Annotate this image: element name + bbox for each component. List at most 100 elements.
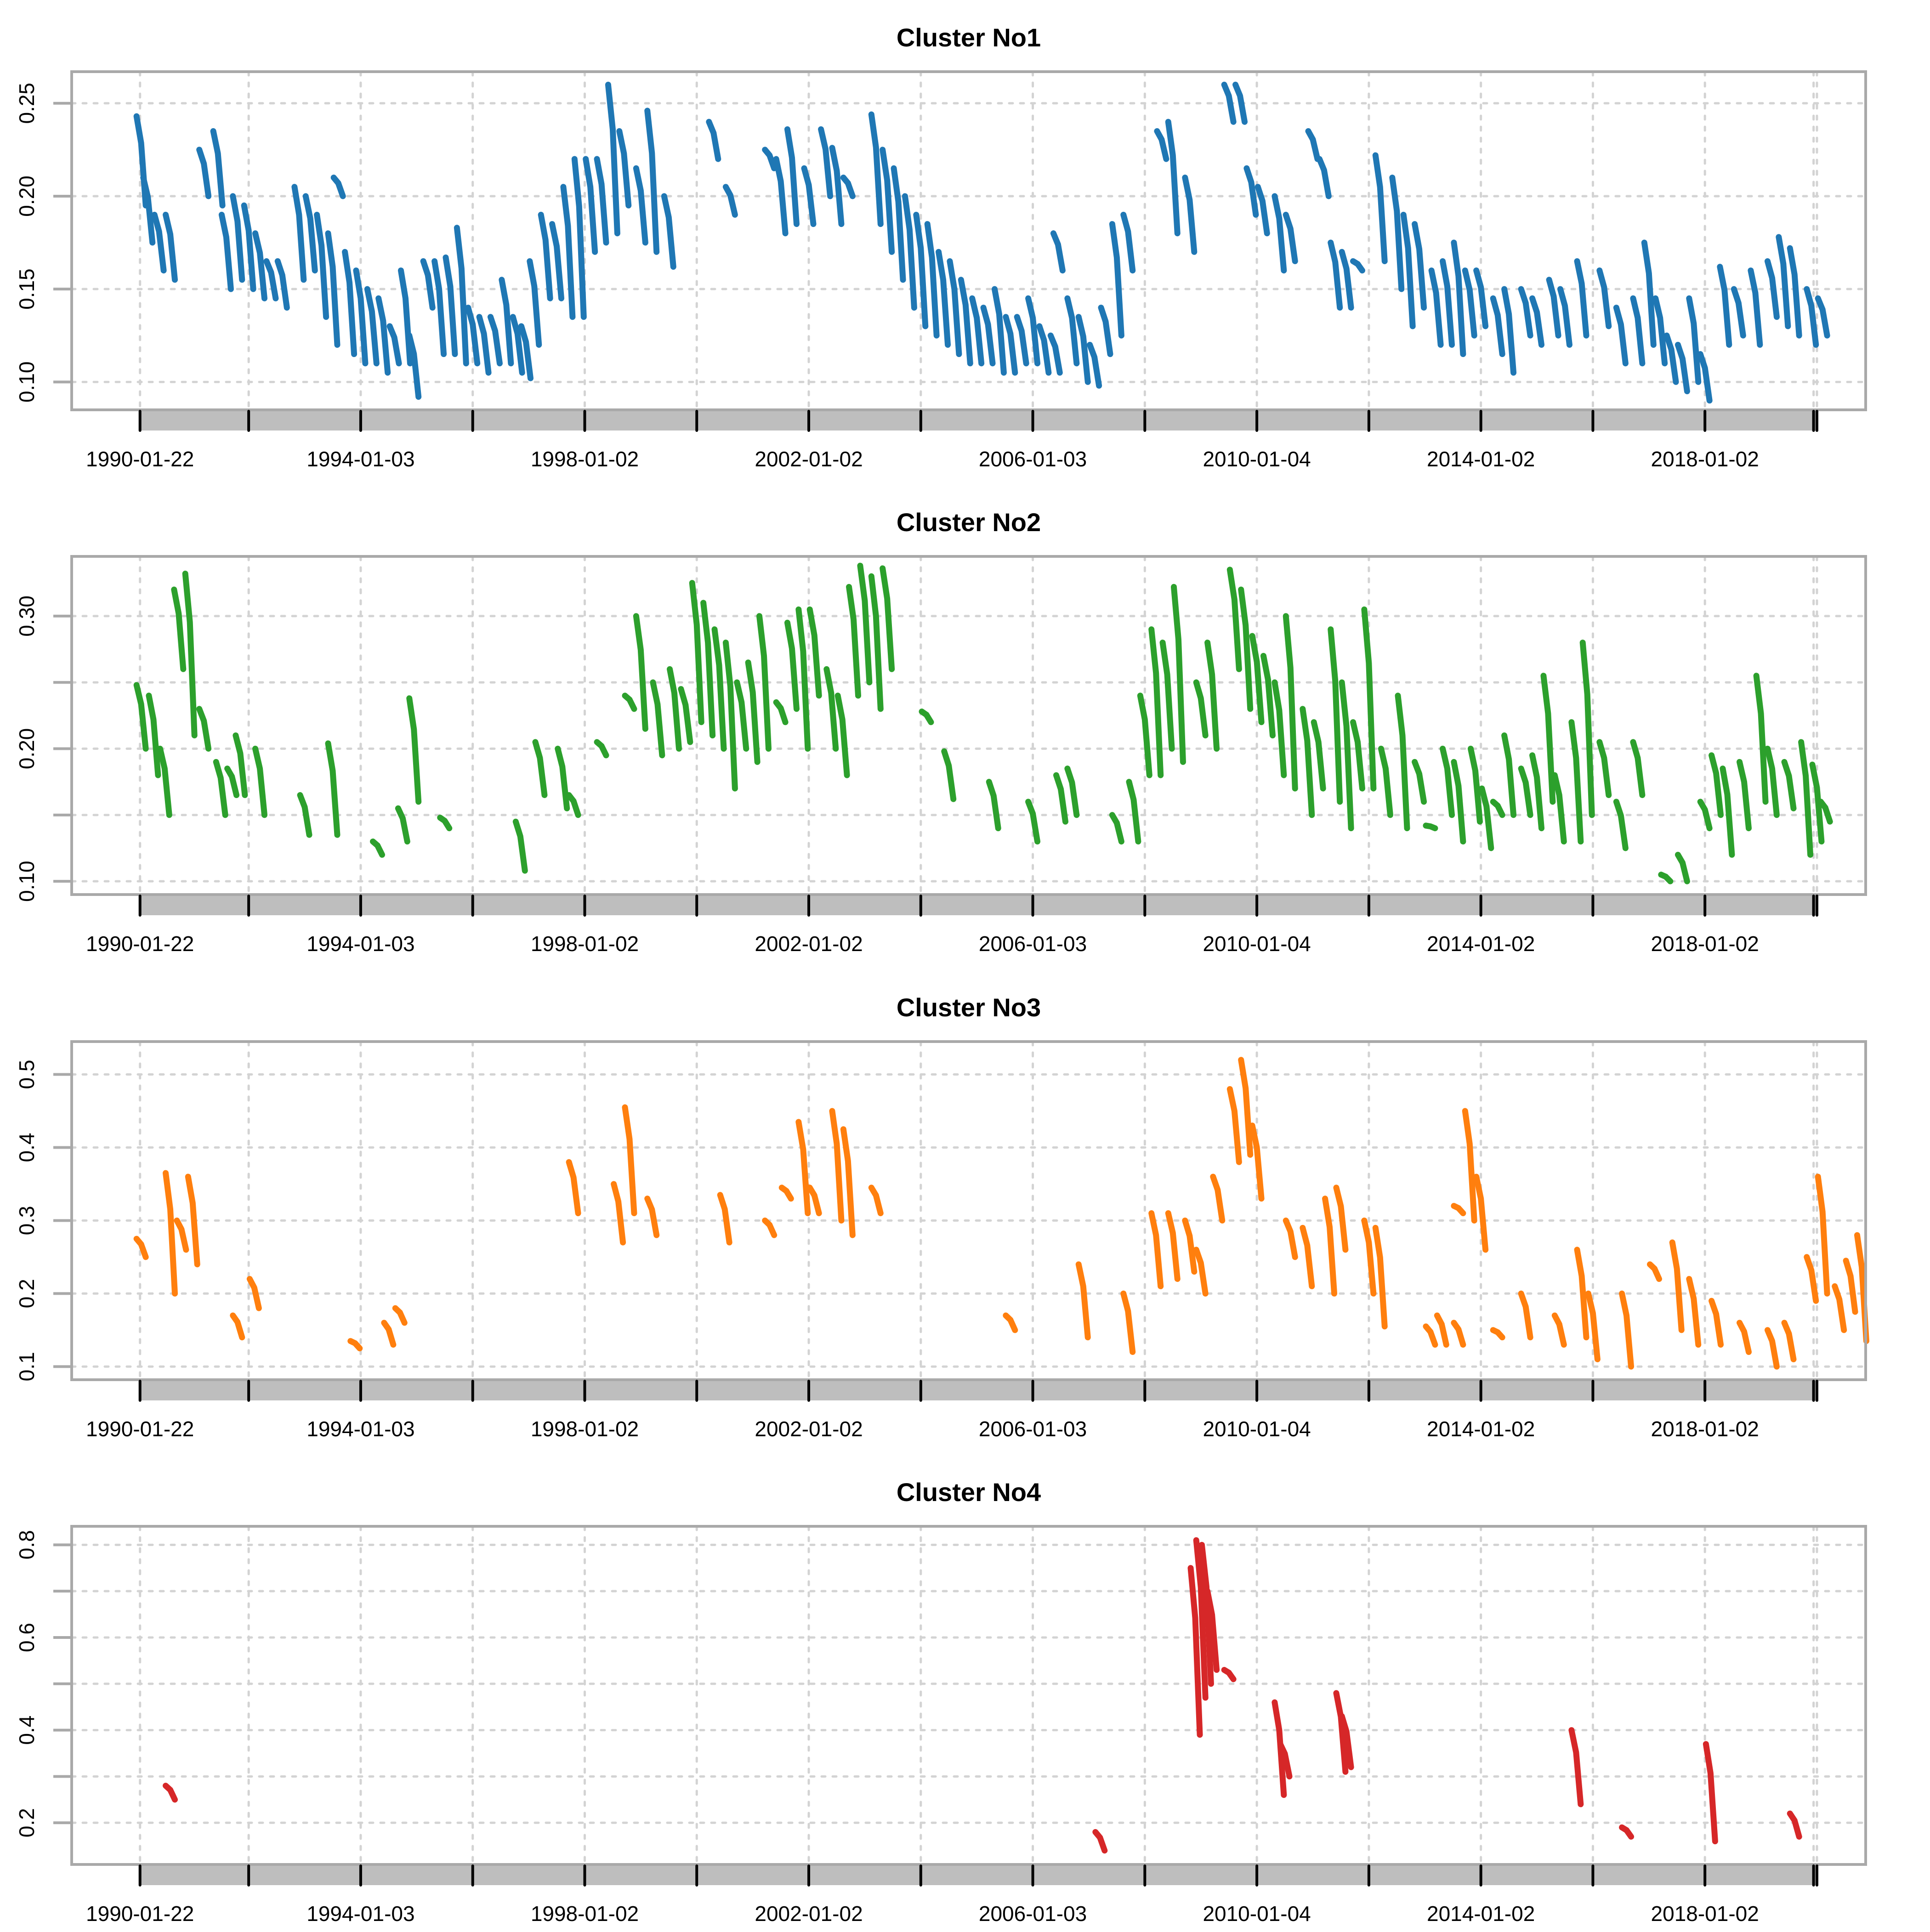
data-segment xyxy=(1159,640,1175,752)
data-segment xyxy=(314,211,329,320)
data-segment xyxy=(840,1126,856,1238)
data-segment xyxy=(392,1305,408,1326)
data-segment xyxy=(512,818,528,874)
data-segment xyxy=(806,1184,822,1217)
data-segment xyxy=(1283,613,1298,792)
data-segment xyxy=(1473,267,1489,329)
data-segment xyxy=(369,839,385,858)
data-segment xyxy=(1300,1224,1315,1290)
data-segment xyxy=(1198,1541,1214,1687)
data-segment xyxy=(1193,679,1209,739)
data-segment xyxy=(527,258,542,348)
data-segment xyxy=(1764,746,1780,818)
data-segment xyxy=(171,586,187,672)
data-segment xyxy=(1260,652,1276,739)
series-cluster-no2 xyxy=(133,562,1833,884)
x-tick-label: 2014-01-02 xyxy=(1427,1417,1535,1441)
data-segment xyxy=(784,126,800,227)
x-axis-band xyxy=(140,1866,1817,1885)
data-segment xyxy=(868,573,884,712)
data-segment xyxy=(1272,679,1287,778)
y-tick-label: 0.4 xyxy=(15,1716,39,1745)
data-segment xyxy=(1529,295,1545,348)
data-segment xyxy=(1473,1173,1489,1253)
data-segment xyxy=(1748,267,1763,348)
data-segment xyxy=(454,225,469,367)
data-segment xyxy=(224,765,240,799)
data-segment xyxy=(1568,1727,1584,1807)
data-segment xyxy=(163,211,178,283)
data-segment xyxy=(1423,822,1438,832)
x-tick-label: 1998-01-02 xyxy=(531,447,639,471)
y-tick-label: 0.10 xyxy=(15,362,39,403)
data-segment xyxy=(1316,156,1332,199)
data-segment xyxy=(784,619,800,712)
data-segment xyxy=(140,175,156,246)
panel-cluster-1: Cluster No1 0.10 0.15 0.20 0.25 1990-01-22 19… xyxy=(15,23,1867,471)
x-tick-label: 1998-01-02 xyxy=(531,1417,639,1441)
data-segment xyxy=(241,202,256,292)
data-segment xyxy=(1568,719,1584,845)
data-segment xyxy=(347,1338,363,1352)
data-segment xyxy=(1731,286,1746,339)
data-segment xyxy=(711,626,727,752)
data-segment xyxy=(1619,1290,1635,1370)
data-segment xyxy=(594,739,609,759)
data-segment xyxy=(1014,314,1029,367)
data-segment xyxy=(661,193,676,270)
data-segment xyxy=(252,230,268,301)
data-segment xyxy=(325,740,341,838)
data-segment xyxy=(1109,812,1124,845)
data-segment xyxy=(644,1195,660,1238)
data-segment xyxy=(891,165,906,283)
data-segment xyxy=(1120,1290,1136,1355)
data-segment xyxy=(936,249,951,348)
data-segment xyxy=(274,258,290,311)
data-segment xyxy=(1182,1217,1198,1275)
data-segment xyxy=(443,254,458,357)
data-segment xyxy=(1675,341,1690,395)
data-segment xyxy=(1815,295,1830,339)
data-segment xyxy=(745,659,761,765)
x-tick-label: 2014-01-02 xyxy=(1427,932,1535,956)
data-segment xyxy=(840,175,856,199)
data-segment xyxy=(518,323,534,381)
data-segment xyxy=(1277,1741,1293,1779)
data-segment xyxy=(1596,739,1612,799)
data-segment xyxy=(1372,1224,1388,1330)
data-segment xyxy=(1193,1246,1209,1297)
data-segment xyxy=(980,305,996,367)
data-segment xyxy=(1585,1290,1601,1362)
panel-title: Cluster No1 xyxy=(897,23,1041,52)
y-tick-label: 0.2 xyxy=(15,1808,39,1837)
data-segment xyxy=(185,1173,200,1268)
data-segment xyxy=(1243,165,1259,218)
series-cluster-no1 xyxy=(133,81,1830,404)
data-segment xyxy=(499,277,514,367)
data-segment xyxy=(1025,295,1041,367)
data-segment xyxy=(386,323,402,367)
data-segment xyxy=(616,128,632,209)
data-segment xyxy=(700,600,716,739)
data-segment xyxy=(1305,128,1321,162)
data-segment xyxy=(958,277,973,367)
data-segment xyxy=(1781,1320,1797,1362)
data-segment xyxy=(1238,1057,1254,1158)
x-axis-band xyxy=(140,1381,1817,1400)
data-segment xyxy=(1613,305,1629,367)
plot-frame xyxy=(70,555,1867,896)
data-segment xyxy=(722,640,738,792)
data-segment xyxy=(1551,772,1567,845)
data-segment xyxy=(868,1184,884,1217)
x-tick-label: 2018-01-02 xyxy=(1651,1902,1759,1926)
data-segment xyxy=(913,211,929,329)
data-segment xyxy=(1776,234,1791,329)
data-segment xyxy=(1490,799,1505,818)
y-tick-label: 0.8 xyxy=(15,1530,39,1559)
data-segment xyxy=(1120,211,1136,274)
data-segment xyxy=(706,119,721,162)
data-segment xyxy=(1098,305,1113,357)
data-segment xyxy=(1663,332,1679,385)
data-segment xyxy=(818,126,834,199)
data-segment xyxy=(947,258,962,357)
